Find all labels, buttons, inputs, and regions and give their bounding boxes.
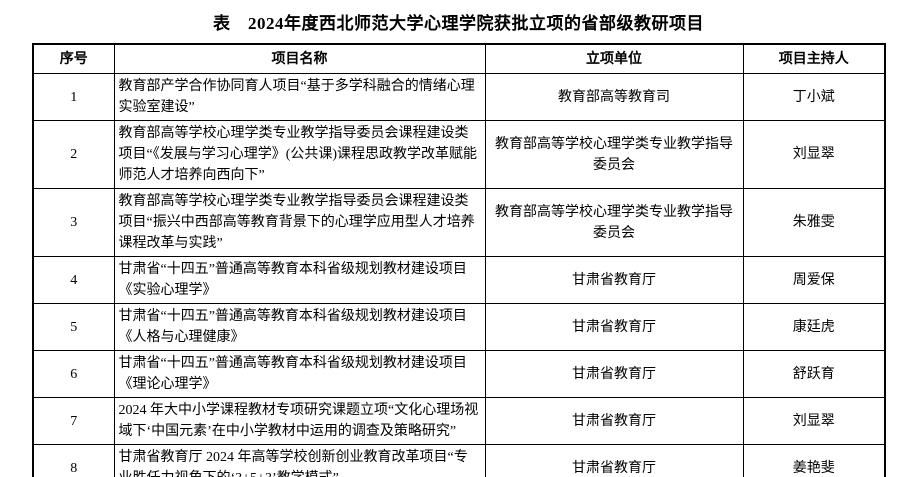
table-row: 6 甘肃省“十四五”普通高等教育本科省级规划教材建设项目《理论心理学》 甘肃省教… (32, 350, 886, 398)
project-leader-cell: 康廷虎 (742, 303, 886, 351)
projects-table: 序号 项目名称 立项单位 项目主持人 1 教育部产学合作协同育人项目“基于多学科… (32, 43, 886, 477)
row-number-cell: 3 (32, 188, 115, 257)
row-number-cell: 4 (32, 256, 115, 304)
project-name-cell: 甘肃省“十四五”普通高等教育本科省级规划教材建设项目《人格与心理健康》 (113, 303, 486, 351)
table-row: 1 教育部产学合作协同育人项目“基于多学科融合的情绪心理实验室建设” 教育部高等… (32, 73, 886, 121)
header-cell-project: 项目名称 (113, 43, 486, 74)
approving-unit-cell: 甘肃省教育厅 (484, 444, 744, 477)
project-name-cell: 甘肃省“十四五”普通高等教育本科省级规划教材建设项目《理论心理学》 (113, 350, 486, 398)
table-header: 序号 项目名称 立项单位 项目主持人 (32, 43, 886, 74)
row-number-cell: 7 (32, 397, 115, 445)
header-cell-leader: 项目主持人 (742, 43, 886, 74)
approving-unit-cell: 教育部高等学校心理学类专业教学指导委员会 (484, 120, 744, 189)
approving-unit-cell: 甘肃省教育厅 (484, 256, 744, 304)
approving-unit-cell: 教育部高等教育司 (484, 73, 744, 121)
table-row: 5 甘肃省“十四五”普通高等教育本科省级规划教材建设项目《人格与心理健康》 甘肃… (32, 303, 886, 351)
project-leader-cell: 姜艳斐 (742, 444, 886, 477)
table-row: 7 2024 年大中小学课程教材专项研究课题立项“文化心理场视域下‘中国元素’在… (32, 397, 886, 445)
table-title: 表 2024年度西北师范大学心理学院获批立项的省部级教研项目 (213, 14, 704, 33)
project-leader-cell: 朱雅雯 (742, 188, 886, 257)
project-name-cell: 甘肃省教育厅 2024 年高等学校创新创业教育改革项目“专业胜任力视角下的‘3+… (113, 444, 486, 477)
project-name-cell: 甘肃省“十四五”普通高等教育本科省级规划教材建设项目《实验心理学》 (113, 256, 486, 304)
row-number-cell: 8 (32, 444, 115, 477)
table-row: 8 甘肃省教育厅 2024 年高等学校创新创业教育改革项目“专业胜任力视角下的‘… (32, 444, 886, 477)
row-number-cell: 5 (32, 303, 115, 351)
header-cell-no: 序号 (32, 43, 115, 74)
row-number-cell: 1 (32, 73, 115, 121)
approving-unit-cell: 教育部高等学校心理学类专业教学指导委员会 (484, 188, 744, 257)
approving-unit-cell: 甘肃省教育厅 (484, 350, 744, 398)
table-row: 2 教育部高等学校心理学类专业教学指导委员会课程建设类项目“《发展与学习心理学》… (32, 120, 886, 189)
project-leader-cell: 刘显翠 (742, 397, 886, 445)
project-name-cell: 教育部产学合作协同育人项目“基于多学科融合的情绪心理实验室建设” (113, 73, 486, 121)
header-cell-unit: 立项单位 (484, 43, 744, 74)
project-leader-cell: 周爱保 (742, 256, 886, 304)
project-leader-cell: 舒跃育 (742, 350, 886, 398)
table-row: 3 教育部高等学校心理学类专业教学指导委员会课程建设类项目“振兴中西部高等教育背… (32, 188, 886, 257)
header-row: 序号 项目名称 立项单位 项目主持人 (32, 43, 886, 74)
project-leader-cell: 丁小斌 (742, 73, 886, 121)
project-name-cell: 2024 年大中小学课程教材专项研究课题立项“文化心理场视域下‘中国元素’在中小… (113, 397, 486, 445)
table-row: 4 甘肃省“十四五”普通高等教育本科省级规划教材建设项目《实验心理学》 甘肃省教… (32, 256, 886, 304)
approving-unit-cell: 甘肃省教育厅 (484, 397, 744, 445)
row-number-cell: 2 (32, 120, 115, 189)
row-number-cell: 6 (32, 350, 115, 398)
project-leader-cell: 刘显翠 (742, 120, 886, 189)
project-name-cell: 教育部高等学校心理学类专业教学指导委员会课程建设类项目“振兴中西部高等教育背景下… (113, 188, 486, 257)
project-name-cell: 教育部高等学校心理学类专业教学指导委员会课程建设类项目“《发展与学习心理学》(公… (113, 120, 486, 189)
table-body: 1 教育部产学合作协同育人项目“基于多学科融合的情绪心理实验室建设” 教育部高等… (32, 73, 886, 477)
approving-unit-cell: 甘肃省教育厅 (484, 303, 744, 351)
